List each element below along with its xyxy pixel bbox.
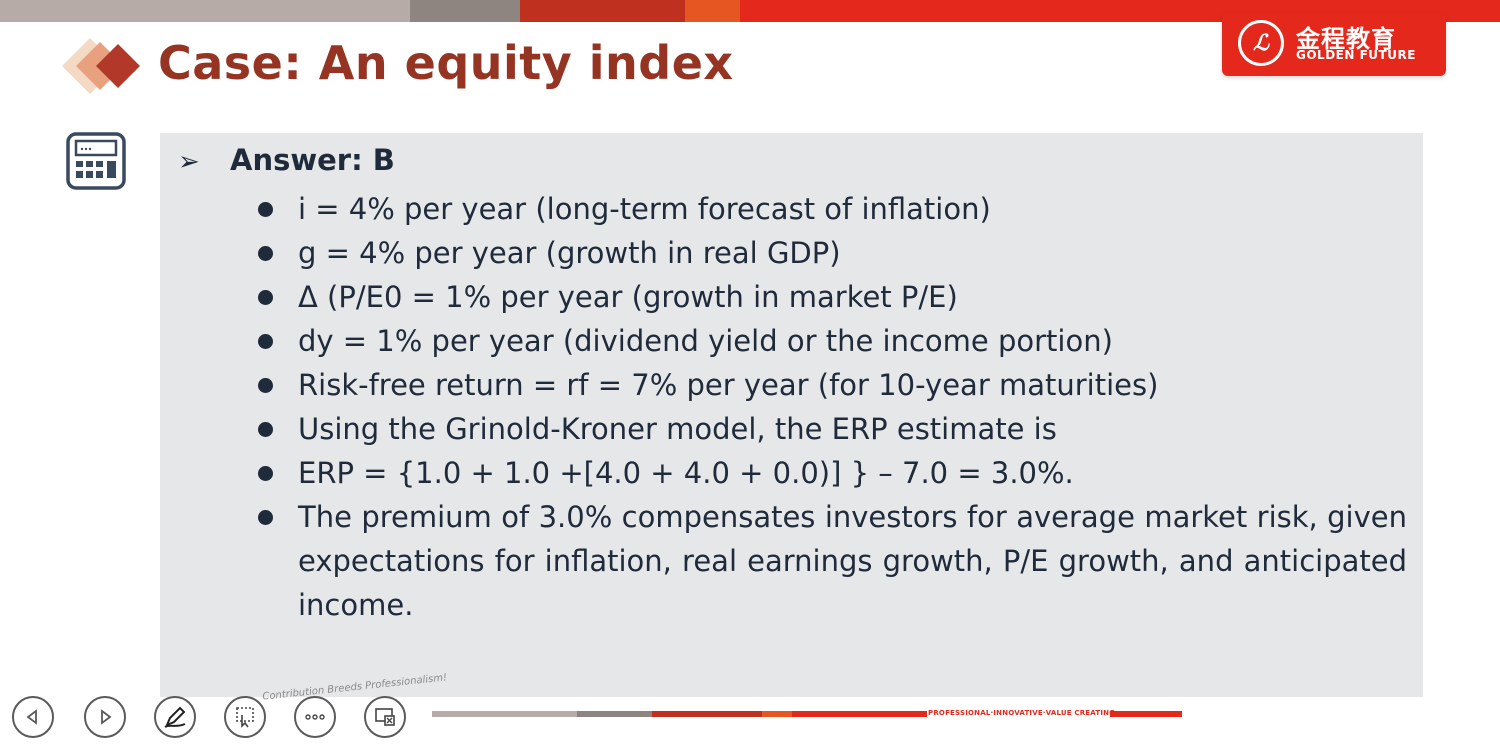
screen-view-button[interactable]	[364, 696, 406, 738]
pen-tool-button[interactable]	[154, 696, 196, 738]
bullet-dot-icon	[258, 466, 273, 481]
previous-slide-button[interactable]	[12, 696, 54, 738]
logo-chinese-text: 金程教育	[1296, 25, 1396, 53]
answer-heading: ➢ Answer: B	[178, 143, 395, 177]
logo-english-text: GOLDEN FUTURE	[1296, 48, 1416, 62]
diamond-decoration-icon	[62, 38, 140, 94]
calculator-icon	[66, 132, 126, 190]
bullet-item: Risk-free return = rf = 7% per year (for…	[252, 363, 1407, 407]
next-icon	[101, 709, 112, 725]
pen-icon	[164, 706, 186, 728]
pointer-icon	[236, 707, 254, 728]
bullet-list: i = 4% per year (long-term forecast of i…	[252, 187, 1407, 627]
bullet-dot-icon	[258, 378, 273, 393]
slide-title: Case: An equity index	[158, 36, 734, 90]
answer-panel: ➢ Answer: B i = 4% per year (long-term fo…	[160, 133, 1423, 697]
bottom-color-bar	[432, 711, 1182, 717]
pointer-tool-button[interactable]	[224, 696, 266, 738]
more-icon	[305, 714, 325, 720]
bullet-item: Using the Grinold-Kroner model, the ERP …	[252, 407, 1407, 451]
bullet-dot-icon	[258, 510, 273, 525]
bullet-dot-icon	[258, 290, 273, 305]
bullet-dot-icon	[258, 334, 273, 349]
footer-tagline: PROFESSIONAL·INNOVATIVE·VALUE CREATING	[928, 709, 1116, 717]
golden-future-logo: ℒ 金程教育 GOLDEN FUTURE	[1222, 14, 1446, 76]
logo-seal-icon: ℒ	[1238, 20, 1284, 66]
previous-icon	[26, 709, 37, 725]
bullet-item: dy = 1% per year (dividend yield or the …	[252, 319, 1407, 363]
bullet-dot-icon	[258, 246, 273, 261]
bullet-item: Δ (P/E0 = 1% per year (growth in market …	[252, 275, 1407, 319]
bullet-item: ERP = {1.0 + 1.0 +[4.0 + 4.0 + 0.0)] } –…	[252, 451, 1407, 495]
more-options-button[interactable]	[294, 696, 336, 738]
arrow-bullet-icon: ➢	[178, 147, 200, 177]
bullet-item: i = 4% per year (long-term forecast of i…	[252, 187, 1407, 231]
bullet-dot-icon	[258, 422, 273, 437]
next-slide-button[interactable]	[84, 696, 126, 738]
answer-label: Answer: B	[230, 143, 395, 177]
screen-icon	[375, 708, 395, 726]
bullet-item: g = 4% per year (growth in real GDP)	[252, 231, 1407, 275]
bullet-dot-icon	[258, 202, 273, 217]
bullet-item: The premium of 3.0% compensates investor…	[252, 495, 1407, 627]
